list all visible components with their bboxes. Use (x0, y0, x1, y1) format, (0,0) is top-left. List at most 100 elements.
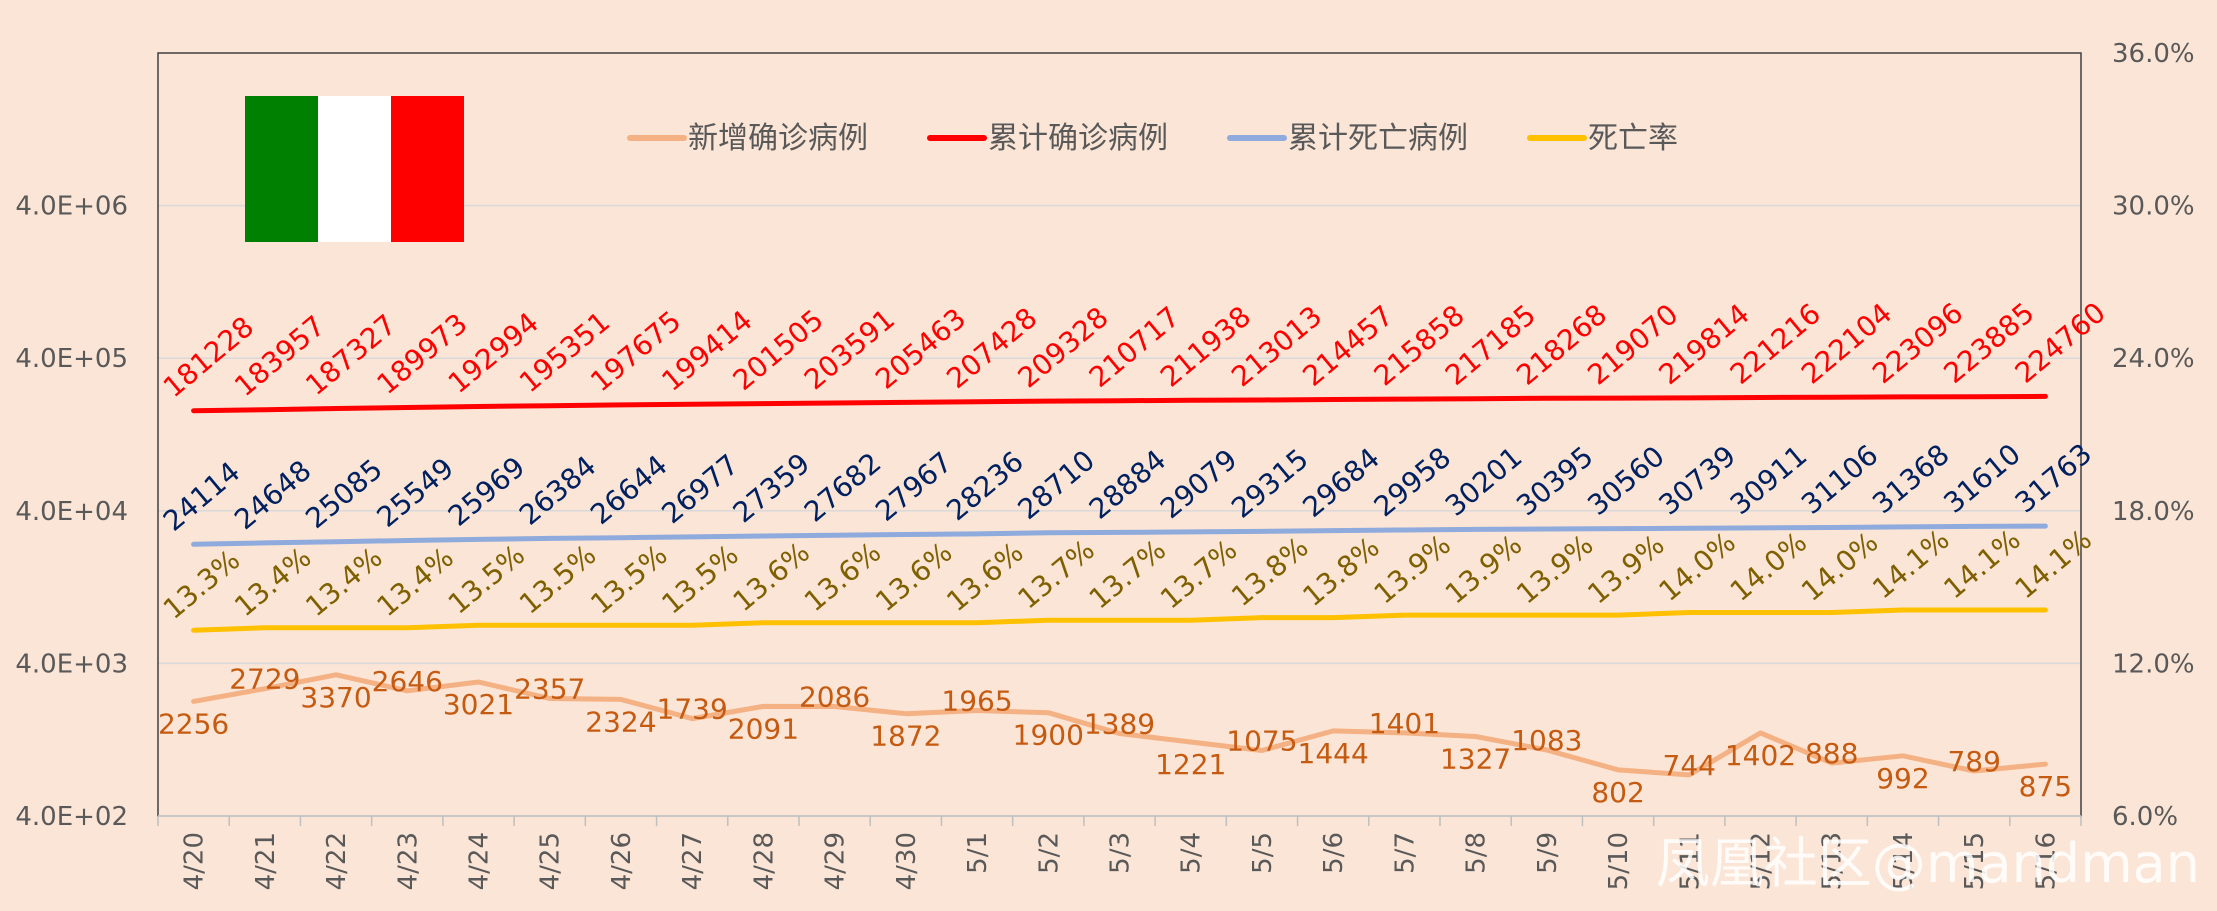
x-tick-label: 4/23 (393, 832, 423, 890)
data-label-series-3: 29315 (1225, 442, 1314, 525)
data-label-series-4: 13.5% (442, 538, 531, 620)
data-label-new-cases: 1872 (870, 720, 941, 753)
data-label-series-3: 25969 (442, 450, 531, 533)
data-label-series-3: 25549 (371, 451, 460, 534)
data-label-series-4: 14.1% (2009, 523, 2098, 605)
data-label-series-4: 14.1% (1937, 523, 2026, 605)
data-label-series-4: 13.4% (371, 541, 460, 623)
data-label-series-4: 14.0% (1653, 525, 1742, 607)
data-label-series-3: 25085 (299, 453, 388, 536)
data-label-series-3: 30560 (1581, 439, 1670, 522)
data-label-new-cases: 2646 (372, 665, 443, 698)
x-tick-label: 4/26 (607, 832, 637, 890)
data-label-series-4: 13.7% (1154, 533, 1243, 615)
data-label-new-cases: 3021 (443, 688, 514, 721)
data-label-series-4: 13.9% (1581, 528, 1670, 610)
x-tick-label: 4/25 (536, 832, 566, 890)
data-label-new-cases: 1402 (1725, 739, 1796, 772)
data-label-new-cases: 1221 (1155, 748, 1226, 781)
series-line-1 (191, 672, 2048, 778)
legend: 新增确诊病例 累计确诊病例 累计死亡病例 死亡率 (627, 121, 1678, 156)
data-label-series-4: 13.6% (940, 536, 1029, 618)
data-label-series-4: 14.0% (1724, 525, 1813, 607)
data-label-new-cases: 789 (1947, 745, 2000, 778)
data-label-series-3: 28236 (940, 445, 1029, 528)
x-tick-label: 5/3 (1106, 832, 1136, 874)
flag-stripe (318, 96, 391, 242)
left-axis: 4.0E+02 4.0E+03 4.0E+04 4.0E+05 4.0E+06 (15, 192, 128, 832)
x-tick-label: 4/21 (251, 832, 281, 890)
data-label-new-cases: 1965 (941, 685, 1012, 718)
right-tick-label: 24.0% (2112, 344, 2195, 374)
data-label-series-4: 13.6% (798, 536, 887, 618)
data-label-series-4: 13.5% (655, 538, 744, 620)
x-tick-label: 4/28 (749, 832, 779, 890)
right-tick-label: 6.0% (2112, 802, 2178, 832)
x-tick-label: 5/8 (1462, 832, 1492, 874)
data-label-series-3: 24114 (157, 455, 246, 538)
data-label-series-4: 14.1% (1866, 523, 1955, 605)
x-tick-label: 5/9 (1533, 832, 1563, 874)
data-label-series-4: 13.9% (1368, 528, 1457, 610)
x-tick-label: 5/14 (1889, 832, 1919, 890)
data-label-new-cases: 2324 (585, 705, 656, 738)
left-tick-label: 4.0E+04 (15, 497, 128, 527)
x-axis: 4/20 4/21 4/22 4/23 4/24 4/25 4/26 4/27 4/28 4/29… (157, 815, 2082, 890)
x-tick-label: 5/7 (1390, 832, 1420, 874)
data-label-new-cases: 875 (2019, 770, 2072, 803)
data-label-series-3: 26977 (655, 448, 744, 531)
data-label-series-4: 13.6% (727, 536, 816, 618)
left-tick-label: 4.0E+03 (15, 649, 128, 679)
data-label-new-cases: 1327 (1440, 743, 1511, 776)
x-tick-label: 4/27 (678, 832, 708, 890)
x-tick-label: 5/16 (2031, 832, 2061, 890)
data-label-series-4: 13.8% (1225, 531, 1314, 613)
data-label-series-3: 31763 (2009, 437, 2098, 520)
data-label-series-3: 27967 (869, 445, 958, 528)
data-label-new-cases: 1900 (1013, 719, 1084, 752)
data-label-new-cases: 2729 (229, 663, 300, 696)
x-tick-label: 4/22 (322, 832, 352, 890)
data-label-series-3: 30911 (1724, 439, 1813, 522)
data-label-series-3: 27359 (727, 447, 816, 530)
data-label-series-3: 31610 (1937, 437, 2026, 520)
x-tick-label: 5/15 (1960, 832, 1990, 890)
right-axis: 6.0% 12.0% 18.0% 24.0% 30.0% 36.0% (2112, 39, 2195, 832)
data-label-new-cases: 1401 (1369, 707, 1440, 740)
data-label-series-4: 13.6% (869, 536, 958, 618)
left-tick-label: 4.0E+06 (15, 192, 128, 222)
x-tick-label: 4/30 (892, 832, 922, 890)
series-lines (191, 393, 2048, 778)
x-tick-label: 5/1 (963, 832, 993, 874)
x-tick-label: 4/20 (180, 832, 210, 890)
data-label-new-cases: 1739 (657, 693, 728, 726)
data-label-new-cases: 744 (1663, 749, 1716, 782)
x-tick-label: 5/11 (1675, 832, 1705, 890)
legend-label: 新增确诊病例 (688, 121, 868, 156)
x-tick-label: 5/13 (1818, 832, 1848, 890)
x-tick-label: 4/29 (821, 832, 851, 890)
flag-stripe (245, 96, 318, 242)
data-label-series-4: 13.3% (157, 543, 246, 625)
data-label-series-4: 13.9% (1510, 528, 1599, 610)
x-tick-label: 4/24 (465, 832, 495, 890)
data-label-new-cases: 2091 (728, 712, 799, 745)
right-tick-label: 36.0% (2112, 39, 2195, 69)
data-label-series-3: 29079 (1154, 443, 1243, 526)
data-label-new-cases: 2086 (799, 681, 870, 714)
x-tick-label: 5/2 (1034, 832, 1064, 874)
right-tick-label: 30.0% (2112, 192, 2195, 222)
data-label-series-3: 31106 (1795, 438, 1884, 521)
data-label-series-3: 27682 (798, 446, 887, 529)
data-label-series-4: 13.9% (1439, 528, 1528, 610)
flag-stripe (391, 96, 464, 242)
x-tick-label: 5/5 (1248, 832, 1278, 874)
data-label-series-3: 28710 (1012, 444, 1101, 527)
data-label-series-4: 14.0% (1795, 525, 1884, 607)
data-label-series-4: 13.4% (228, 541, 317, 623)
series-line-2 (191, 393, 2048, 414)
legend-label: 累计确诊病例 (988, 121, 1168, 156)
data-label-series-3: 30739 (1653, 439, 1742, 522)
